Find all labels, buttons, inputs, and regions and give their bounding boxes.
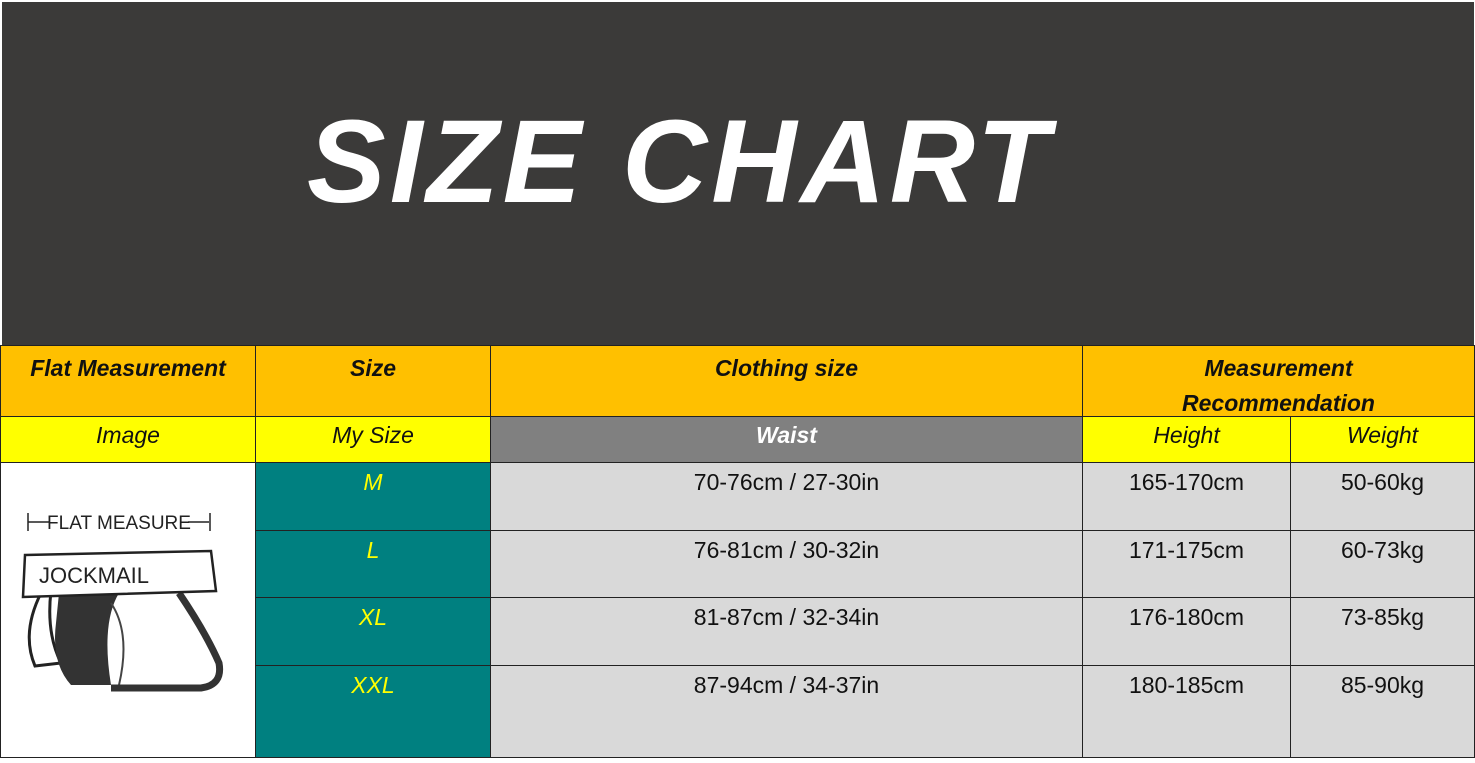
page-title: SIZE CHART bbox=[307, 96, 1053, 228]
flat-measure-caption: FLAT MEASURE bbox=[47, 513, 191, 534]
row-size-cell: L bbox=[255, 530, 491, 598]
jockstrap-icon: FLAT MEASURE JOCKMAIL bbox=[21, 513, 224, 692]
subheader-image: Image bbox=[0, 416, 256, 463]
header-flat-measurement: Flat Measurement bbox=[0, 345, 256, 417]
header-size: Size bbox=[255, 345, 491, 417]
brand-label: JOCKMAIL bbox=[39, 563, 149, 588]
row-size-cell: XXL bbox=[255, 665, 491, 758]
row-height-cell: 171-175cm bbox=[1082, 530, 1291, 598]
row-waist-cell: 87-94cm / 34-37in bbox=[490, 665, 1083, 758]
row-waist-cell: 70-76cm / 27-30in bbox=[490, 462, 1083, 531]
header-clothing-size: Clothing size bbox=[490, 345, 1083, 417]
subheader-my-size: My Size bbox=[255, 416, 491, 463]
row-weight-cell: 50-60kg bbox=[1290, 462, 1475, 531]
row-weight-cell: 60-73kg bbox=[1290, 530, 1475, 598]
row-height-cell: 180-185cm bbox=[1082, 665, 1291, 758]
row-height-cell: 165-170cm bbox=[1082, 462, 1291, 531]
row-weight-cell: 73-85kg bbox=[1290, 597, 1475, 666]
subheader-waist: Waist bbox=[490, 416, 1083, 463]
row-waist-cell: 81-87cm / 32-34in bbox=[490, 597, 1083, 666]
row-waist-cell: 76-81cm / 30-32in bbox=[490, 530, 1083, 598]
row-size-cell: XL bbox=[255, 597, 491, 666]
subheader-height: Height bbox=[1082, 416, 1291, 463]
header-measurement-recommendation: Measurement Recommendation bbox=[1082, 345, 1475, 417]
row-height-cell: 176-180cm bbox=[1082, 597, 1291, 666]
flat-measure-illustration: FLAT MEASURE JOCKMAIL bbox=[0, 462, 256, 758]
subheader-weight: Weight bbox=[1290, 416, 1475, 463]
row-size-cell: M bbox=[255, 462, 491, 531]
row-weight-cell: 85-90kg bbox=[1290, 665, 1475, 758]
title-banner: SIZE CHART bbox=[2, 2, 1474, 345]
